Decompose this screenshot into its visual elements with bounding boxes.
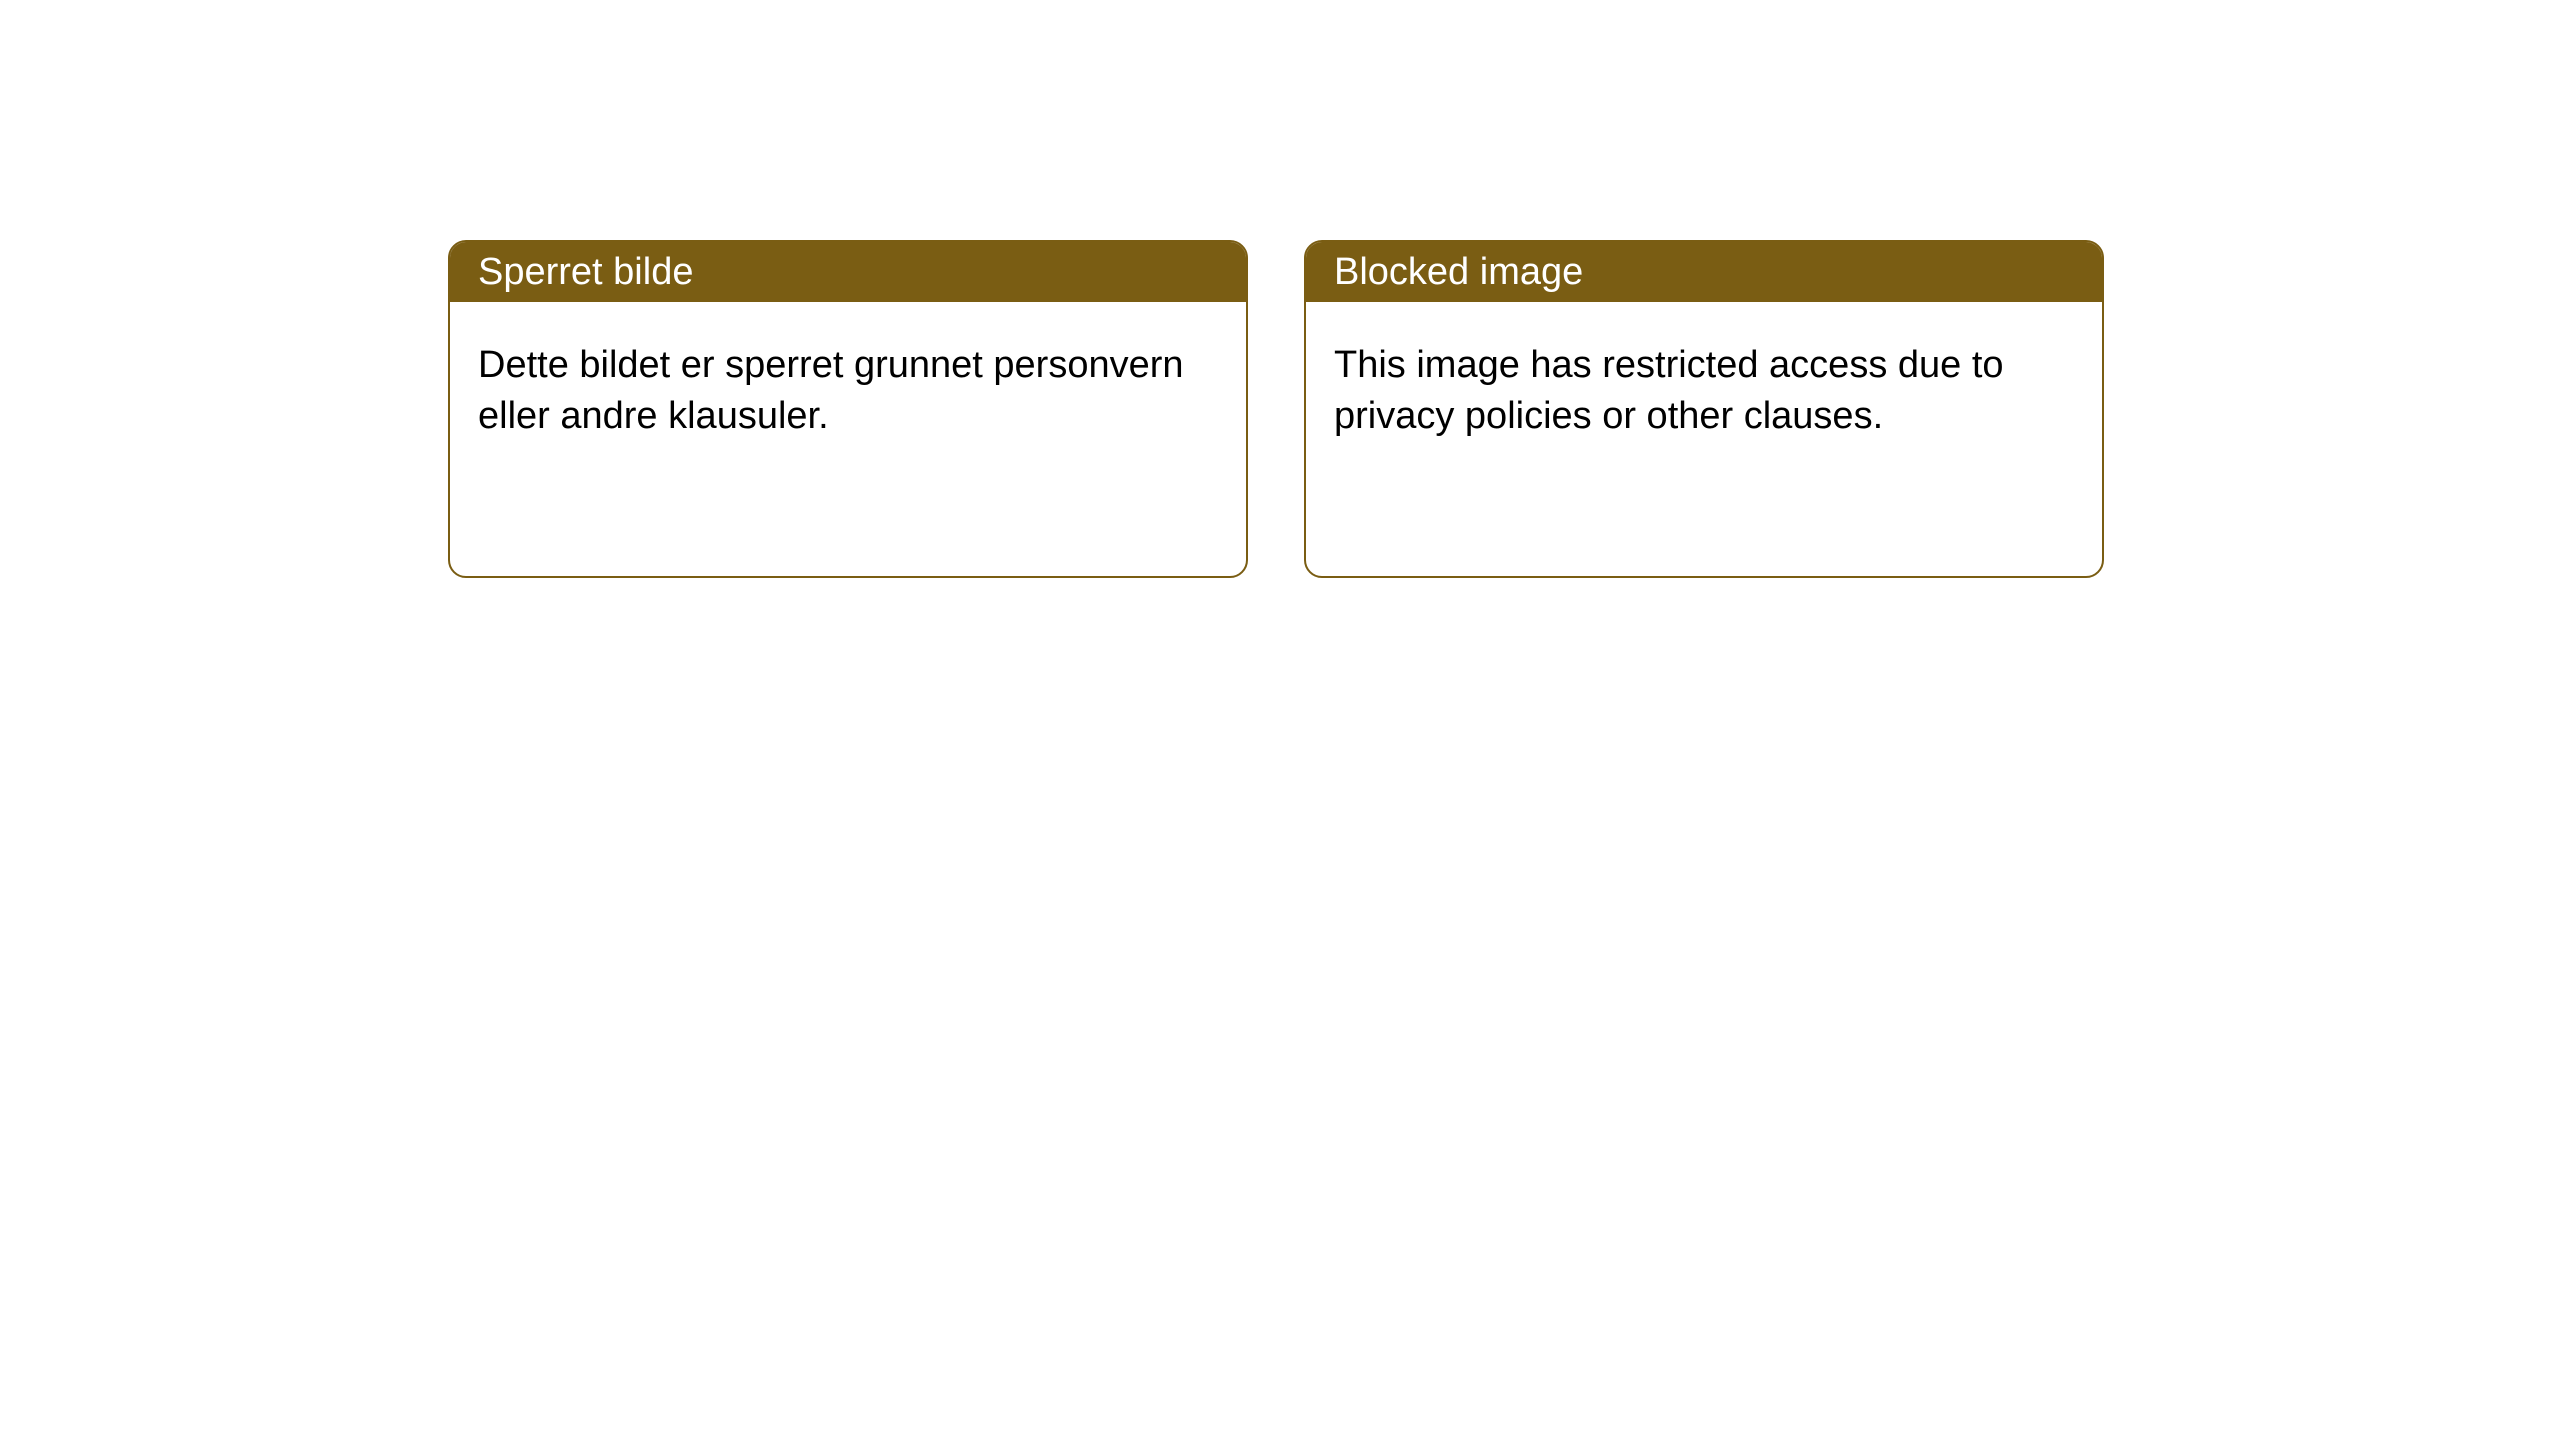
notice-container: Sperret bilde Dette bildet er sperret gr… — [0, 0, 2560, 578]
notice-title-en: Blocked image — [1306, 242, 2102, 302]
notice-card-no: Sperret bilde Dette bildet er sperret gr… — [448, 240, 1248, 578]
notice-title-no: Sperret bilde — [450, 242, 1246, 302]
notice-body-no: Dette bildet er sperret grunnet personve… — [450, 302, 1246, 481]
notice-card-en: Blocked image This image has restricted … — [1304, 240, 2104, 578]
notice-body-en: This image has restricted access due to … — [1306, 302, 2102, 481]
